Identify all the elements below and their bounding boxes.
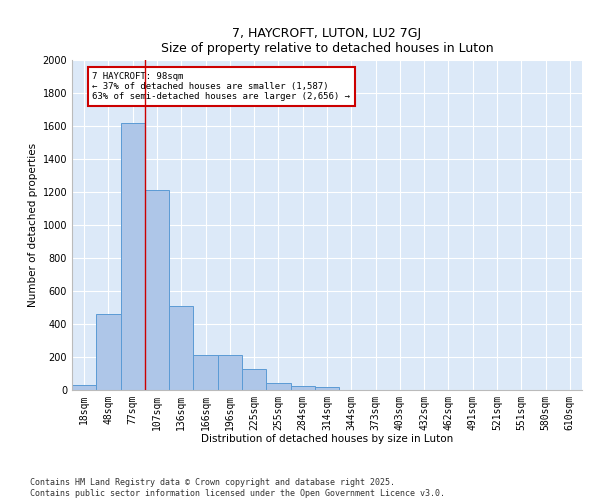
Bar bbox=[218, 354, 242, 390]
Title: 7, HAYCROFT, LUTON, LU2 7GJ
Size of property relative to detached houses in Luto: 7, HAYCROFT, LUTON, LU2 7GJ Size of prop… bbox=[161, 26, 493, 54]
Bar bbox=[121, 122, 145, 390]
Bar bbox=[169, 306, 193, 390]
Bar bbox=[193, 354, 218, 390]
Bar bbox=[266, 384, 290, 390]
Bar bbox=[145, 190, 169, 390]
Bar bbox=[72, 385, 96, 390]
Bar bbox=[290, 386, 315, 390]
Bar bbox=[315, 386, 339, 390]
X-axis label: Distribution of detached houses by size in Luton: Distribution of detached houses by size … bbox=[201, 434, 453, 444]
Text: Contains HM Land Registry data © Crown copyright and database right 2025.
Contai: Contains HM Land Registry data © Crown c… bbox=[30, 478, 445, 498]
Y-axis label: Number of detached properties: Number of detached properties bbox=[28, 143, 38, 307]
Bar bbox=[242, 368, 266, 390]
Bar bbox=[96, 314, 121, 390]
Text: 7 HAYCROFT: 98sqm
← 37% of detached houses are smaller (1,587)
63% of semi-detac: 7 HAYCROFT: 98sqm ← 37% of detached hous… bbox=[92, 72, 350, 102]
